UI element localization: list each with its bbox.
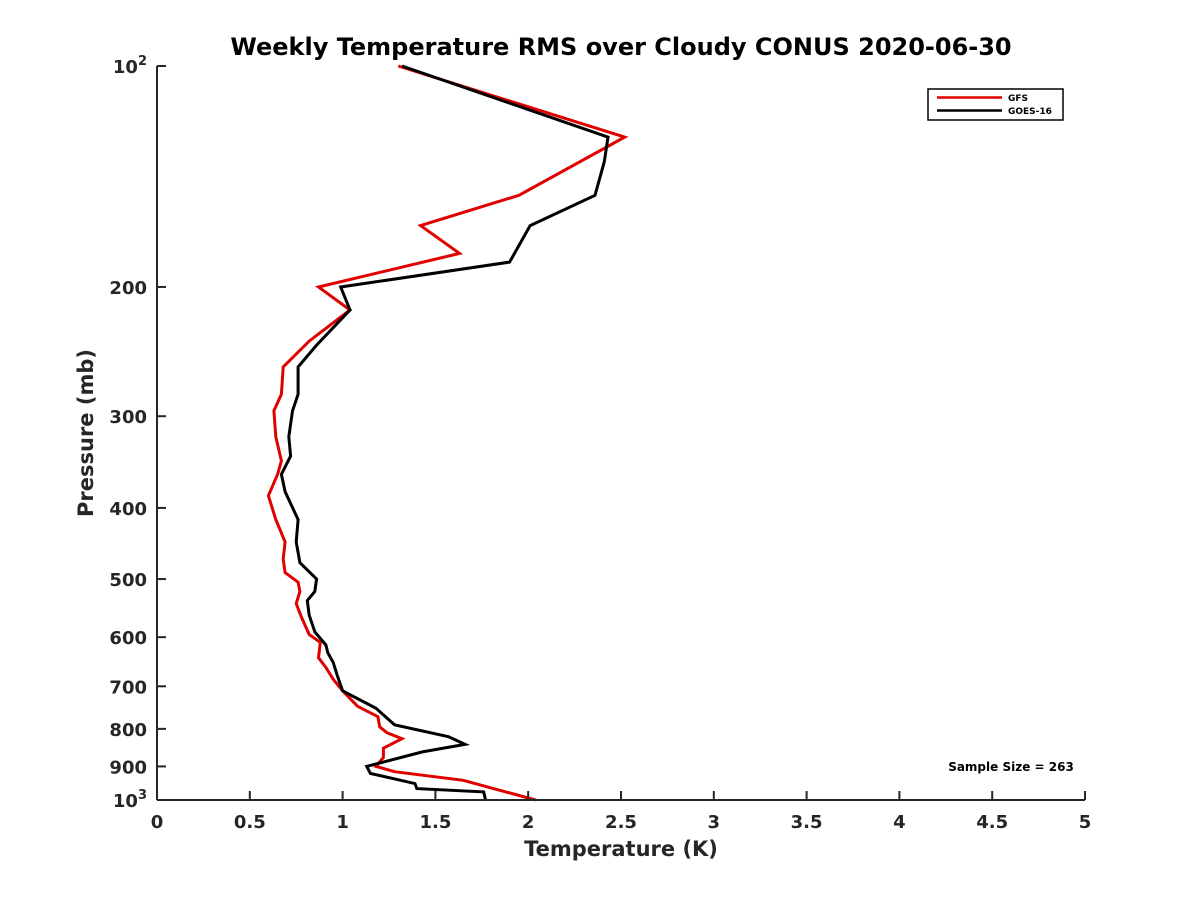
x-ticks: 0 0.5 1 1.5 2 2.5 3 3.5 4 4.5 5 — [151, 791, 1092, 833]
chart-title: Weekly Temperature RMS over Cloudy CONUS… — [230, 33, 1011, 61]
y-tick-label: 600 — [109, 628, 147, 649]
x-tick-label: 1 — [336, 812, 349, 833]
legend-label-gfs: GFS — [1008, 94, 1028, 104]
sample-size-annotation: Sample Size = 263 — [948, 760, 1074, 774]
x-axis-label: Temperature (K) — [524, 837, 718, 861]
y-tick-label: 400 — [109, 499, 147, 520]
y-tick-label: 103 — [113, 788, 147, 812]
x-tick-label: 0.5 — [234, 812, 266, 833]
y-axis-label: Pressure (mb) — [74, 349, 98, 517]
y-tick-label: 200 — [109, 278, 147, 299]
x-tick-label: 4 — [893, 812, 906, 833]
x-tick-label: 3.5 — [791, 812, 823, 833]
y-tick-label: 500 — [109, 570, 147, 591]
series-layer — [266, 64, 629, 802]
series-line-gfs — [266, 64, 629, 802]
x-tick-label: 2 — [522, 812, 535, 833]
legend-label-goes16: GOES-16 — [1008, 107, 1052, 117]
x-tick-label: 4.5 — [976, 812, 1008, 833]
series-line-goes16 — [279, 64, 610, 801]
y-tick-label: 700 — [109, 677, 147, 698]
y-tick-label: 102 — [113, 54, 147, 78]
x-tick-label: 2.5 — [605, 812, 637, 833]
y-ticks: 102 200 300 400 500 600 700 800 900 103 — [109, 54, 166, 812]
x-tick-label: 1.5 — [419, 812, 451, 833]
x-tick-label: 5 — [1079, 812, 1092, 833]
y-tick-label: 900 — [109, 757, 147, 778]
y-tick-label: 300 — [109, 407, 147, 428]
y-tick-label: 800 — [109, 720, 147, 741]
x-tick-label: 0 — [151, 812, 164, 833]
legend-box — [927, 88, 1064, 121]
x-tick-label: 3 — [708, 812, 721, 833]
legend: GFS GOES-16 — [927, 88, 1064, 121]
